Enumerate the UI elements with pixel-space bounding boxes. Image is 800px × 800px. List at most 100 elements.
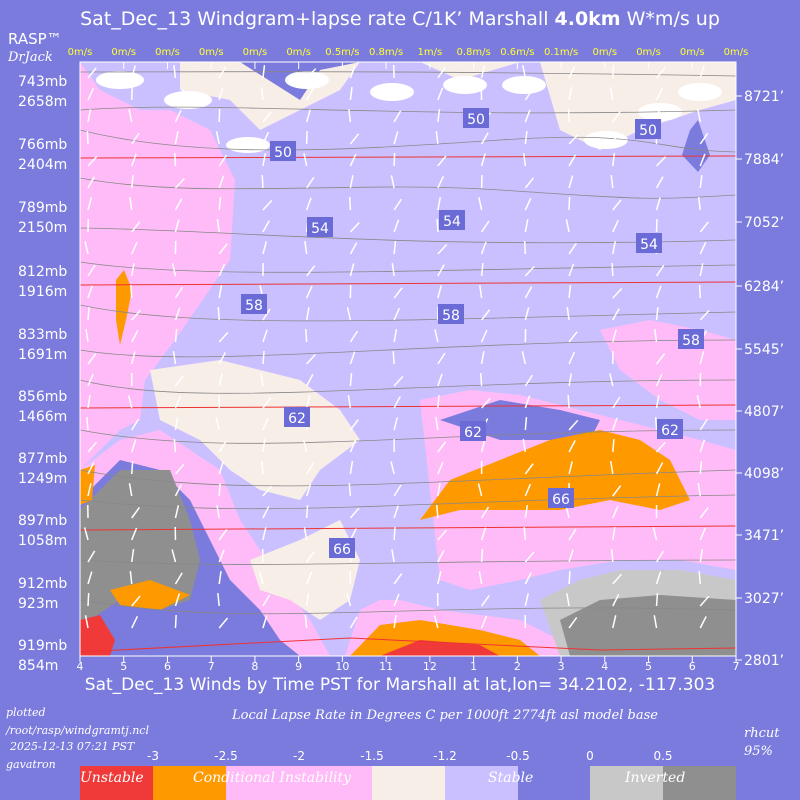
x-tick-label: 4	[77, 660, 84, 673]
bottom-title: Sat_Dec_13 Winds by Time PST for Marshal…	[84, 675, 716, 695]
wind-barb	[568, 242, 577, 255]
wind-barb	[612, 615, 617, 629]
wind-barb	[174, 417, 179, 431]
wind-barb	[174, 307, 181, 321]
wind-barb	[348, 482, 352, 497]
wind-barb	[568, 549, 574, 563]
wind-barb	[568, 65, 576, 79]
wind-barb	[305, 504, 309, 519]
script-path: /root/rasp/windgramtj.ncl	[6, 724, 149, 737]
wind-barb	[653, 615, 658, 629]
wind-barb	[612, 396, 621, 409]
wind-barb	[568, 284, 572, 299]
wind-barb	[655, 462, 664, 475]
wind-barb	[568, 570, 571, 585]
x-tick-label: 5	[120, 660, 127, 673]
wind-barb	[568, 175, 574, 189]
level-mb-label: 897mb	[18, 513, 67, 529]
level-m-label: 2404m	[18, 157, 67, 173]
level-mb-label: 743mb	[18, 74, 67, 90]
wind-barb	[437, 441, 447, 453]
wind-barb	[612, 594, 620, 607]
level-m-label: 1249m	[18, 471, 67, 487]
wind-barb	[131, 65, 137, 79]
wind-barb	[174, 152, 177, 167]
wind-barb	[87, 306, 90, 321]
wind-barb	[262, 241, 268, 255]
wind-barb	[131, 241, 138, 255]
level-ft-label: 8721’	[744, 89, 784, 105]
temp-label: 62	[661, 423, 679, 439]
wind-barb	[174, 505, 180, 519]
wind-barb	[215, 131, 220, 145]
wind-barb	[131, 507, 140, 519]
wind-barb	[480, 439, 486, 453]
wind-barb	[612, 438, 615, 453]
temp-label-box	[241, 294, 267, 314]
wind-barb	[436, 218, 439, 233]
legend-band-7	[518, 766, 590, 800]
wind-barb	[215, 417, 220, 431]
x-tick-label: 7	[208, 660, 215, 673]
wind-barb	[260, 373, 264, 387]
wind-barb	[699, 221, 710, 233]
wind-barb	[478, 571, 483, 585]
wind-barb	[479, 372, 483, 387]
wind-barb	[346, 593, 352, 607]
wind-barb	[655, 441, 666, 453]
wind-barb	[480, 241, 487, 255]
wind-barb	[524, 483, 532, 497]
wstar-label: 0.8m/s	[456, 47, 490, 58]
x-tick-label: 12	[423, 660, 437, 673]
wind-barb	[216, 219, 220, 233]
wind-barb	[393, 90, 404, 101]
wind-barb	[433, 615, 439, 629]
legend-band-6	[445, 766, 518, 800]
wind-barb	[306, 176, 315, 189]
wind-barb	[393, 526, 396, 541]
wind-barb	[84, 615, 89, 629]
level-ft-label: 4098’	[744, 466, 784, 482]
wind-barb	[480, 329, 488, 343]
wind-barb	[610, 461, 614, 475]
legend-unstable: Unstable	[80, 770, 144, 786]
wind-barb	[524, 197, 532, 211]
wind-barb	[393, 131, 399, 145]
wind-barb	[612, 505, 619, 519]
wstar-label: 0m/s	[636, 47, 661, 58]
wind-barb	[128, 109, 133, 123]
wind-barb	[174, 375, 184, 387]
wind-barb	[437, 66, 446, 79]
wind-barb	[480, 615, 488, 629]
wind-barb	[86, 416, 89, 431]
wstar-label: 0m/s	[68, 47, 93, 58]
wind-barb	[260, 87, 264, 101]
wind-barb	[262, 199, 273, 211]
wind-barb	[522, 65, 527, 79]
level-m-label: 1691m	[18, 347, 67, 363]
wind-barb	[524, 109, 531, 123]
wind-barb	[437, 373, 443, 387]
wind-barb	[218, 440, 227, 453]
wind-barb	[349, 330, 359, 343]
wind-barb	[262, 485, 273, 497]
wind-barb	[612, 527, 616, 541]
level-mb-label: 789mb	[18, 200, 67, 216]
legend-band-2	[153, 766, 226, 800]
wind-barb	[174, 89, 185, 101]
wind-barb	[306, 353, 316, 365]
level-ft-label: 7052’	[744, 215, 784, 231]
wind-barb	[434, 329, 439, 343]
wstar-label: 0.6m/s	[500, 47, 534, 58]
wind-barb	[393, 505, 399, 519]
wind-barb	[262, 506, 270, 519]
wind-barb	[218, 482, 221, 497]
legend-band-5	[372, 766, 445, 800]
wind-barb	[437, 87, 444, 101]
level-mb-label: 877mb	[18, 451, 67, 467]
wind-barb	[568, 373, 573, 387]
wind-barb	[393, 329, 398, 343]
wind-barb	[218, 549, 225, 563]
wind-barb	[262, 131, 270, 145]
